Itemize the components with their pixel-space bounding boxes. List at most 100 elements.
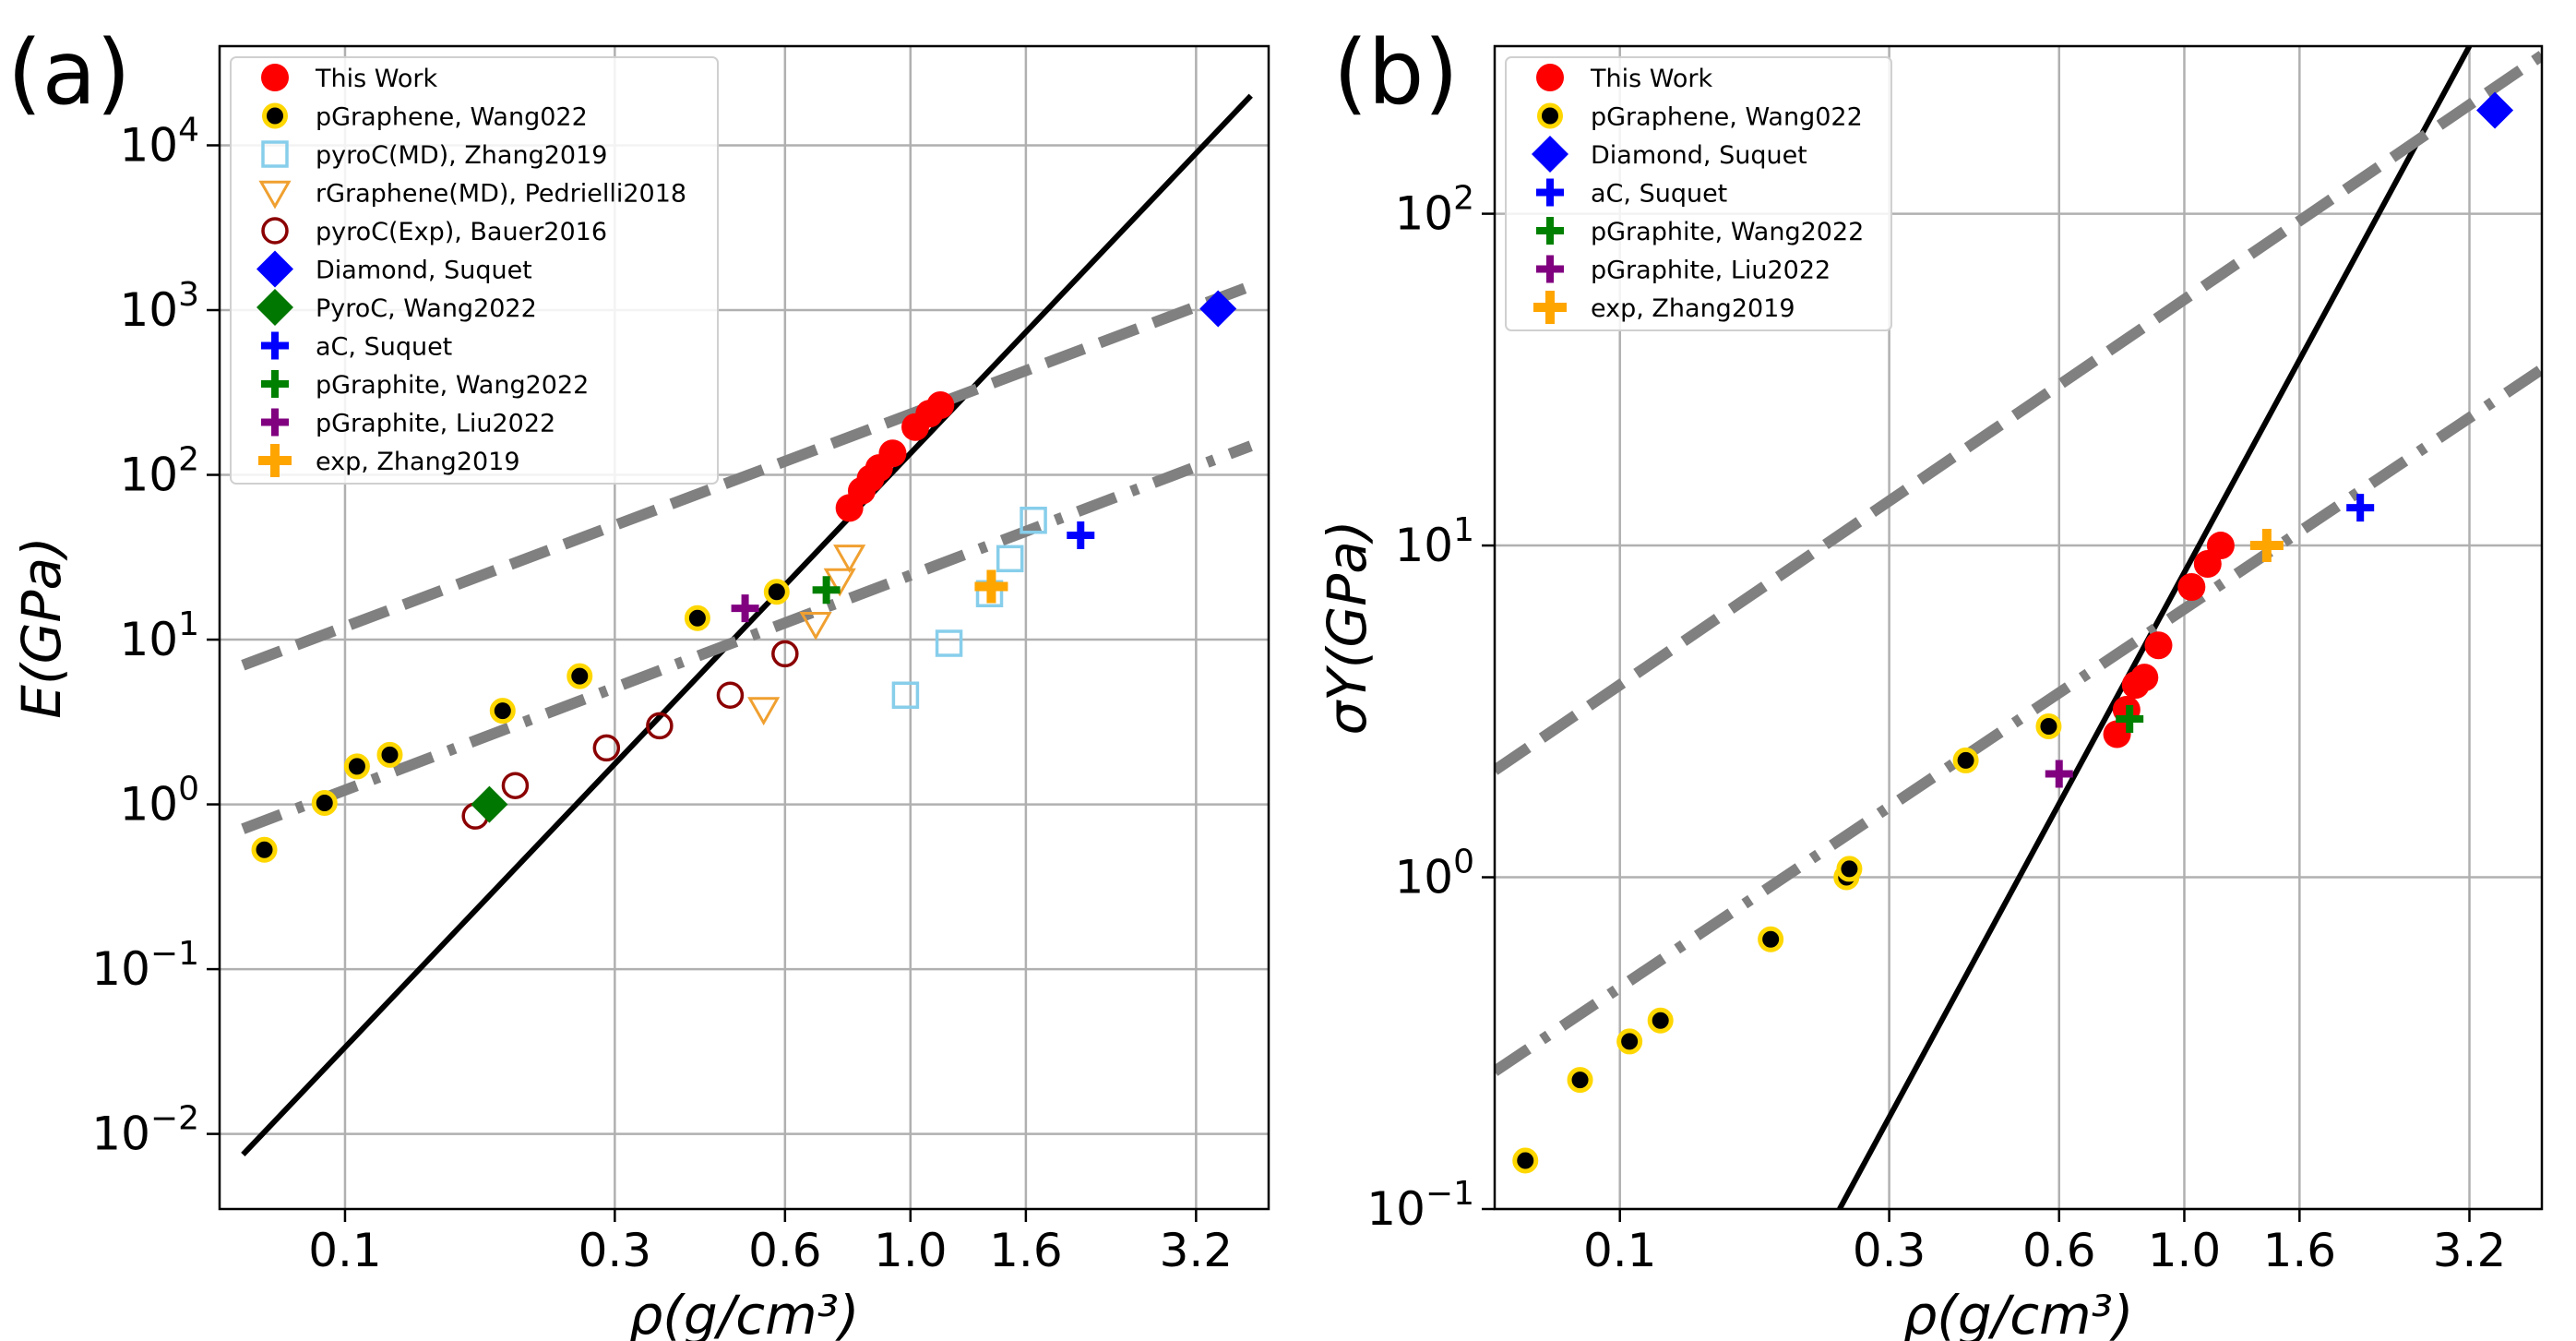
series-pyroc-wang2022 — [471, 785, 508, 823]
legend-marker — [1536, 64, 1564, 91]
data-point — [2346, 494, 2375, 522]
x-tick-label: 1.6 — [989, 1224, 1063, 1277]
x-tick-label: 0.1 — [1583, 1224, 1657, 1277]
data-point — [2116, 705, 2144, 734]
fit-lines — [1495, 46, 2542, 1209]
data-point — [1512, 1147, 1539, 1174]
legend-marker — [258, 180, 292, 210]
legend: This Work pGraphene, Wang022 pyroC(MD), Zh… — [230, 56, 719, 485]
legend-marker — [256, 289, 293, 326]
ticks: 0.1 0.3 0.6 1.0 1.6 3.210−210−110010110210310… — [91, 111, 1233, 1277]
data-point — [935, 629, 963, 657]
y-tick-base: 10 — [119, 449, 178, 502]
y-tick-base: 10 — [91, 942, 150, 996]
fit-line-dashed — [241, 281, 1253, 671]
panel-b-yield-strength-chart: 0.1 0.3 0.6 1.0 1.6 3.210−1100101102ρ(g/cm³)σ… — [1316, 21, 2544, 1341]
series-pgraphite-liu2022 — [2045, 760, 2073, 788]
y-tick-base: 10 — [1394, 187, 1453, 241]
y-tick-exponent: −1 — [1425, 1175, 1474, 1213]
series-pyroc-exp-bauer2016 — [461, 640, 799, 830]
data-point — [1567, 1067, 1593, 1094]
legend-label: pyroC(Exp), Bauer2016 — [316, 218, 607, 246]
y-tick-exponent: 0 — [178, 771, 199, 808]
series-pgraphite-liu2022 — [731, 594, 759, 623]
legend-marker — [1532, 136, 1568, 173]
fit-lines — [241, 93, 1253, 1156]
y-tick-base: 10 — [119, 778, 178, 832]
y-tick-base: 10 — [91, 1108, 150, 1161]
series-pgraphene-wang022 — [251, 579, 790, 863]
y-tick-base: 10 — [119, 613, 178, 666]
data-point — [747, 697, 781, 726]
y-tick-exponent: −2 — [150, 1100, 199, 1138]
legend-label: rGraphene(MD), Pedrielli2018 — [316, 180, 686, 209]
y-tick-base: 10 — [1394, 519, 1453, 572]
legend-label: This Work — [1590, 65, 1712, 93]
data-point — [891, 681, 920, 709]
legend-marker — [261, 217, 289, 245]
axes-frame — [218, 44, 1270, 1211]
series-pgraphite-wang2022 — [2116, 705, 2144, 734]
y-tick-label: 10−1 — [1366, 1175, 1474, 1236]
legend-label: Diamond, Suquet — [1591, 141, 1807, 170]
data-point — [343, 753, 370, 780]
data-point — [763, 579, 790, 605]
legend-marker — [1536, 217, 1564, 245]
series-ac-suquet — [1067, 521, 1095, 549]
data-point — [471, 785, 508, 823]
legend-label: exp, Zhang2019 — [1591, 294, 1795, 323]
data-point — [2035, 713, 2062, 740]
legend-label: pGraphene, Wang022 — [316, 103, 588, 132]
x-axis-label: ρ(g/cm³) — [628, 1284, 859, 1341]
data-point — [2130, 664, 2159, 692]
data-point — [926, 390, 955, 419]
y-tick-label: 101 — [1394, 511, 1474, 572]
x-tick-label: 1.0 — [2148, 1224, 2222, 1277]
panel-label: (a) — [7, 21, 131, 125]
legend-marker — [261, 408, 289, 437]
series-exp-zhang2019 — [974, 569, 1008, 604]
data-point — [2045, 760, 2073, 788]
legend-marker — [261, 64, 289, 91]
legend: This Work pGraphene, Wang022 Diamond, Suqu… — [1505, 56, 1892, 331]
data-point — [2103, 720, 2131, 748]
y-tick-label: 104 — [119, 111, 199, 172]
data-point — [878, 439, 907, 468]
series-exp-zhang2019 — [2249, 529, 2284, 563]
legend-marker — [256, 250, 293, 288]
x-tick-label: 3.2 — [2433, 1224, 2507, 1277]
series-diamond-suquet — [2476, 91, 2514, 129]
panel-label: (b) — [1333, 21, 1459, 125]
legend-label: This Work — [315, 65, 437, 93]
data-point — [1758, 926, 1784, 952]
data-point — [2206, 532, 2235, 560]
data-point — [376, 741, 403, 768]
data-point — [1616, 1028, 1643, 1055]
data-point — [646, 712, 674, 740]
y-tick-base: 10 — [119, 118, 178, 172]
y-tick-label: 103 — [119, 276, 199, 337]
data-point — [833, 545, 866, 573]
legend-label: aC, Suquet — [316, 333, 452, 362]
legend-marker — [1536, 255, 1564, 283]
data-point — [823, 568, 856, 597]
data-points — [1512, 91, 2514, 1174]
legend-marker — [261, 140, 289, 168]
data-point — [1067, 521, 1095, 549]
series-pgraphene-wang022 — [1512, 713, 2062, 1174]
data-point — [1836, 856, 1863, 882]
fit-line-dashdot — [241, 440, 1253, 834]
data-point — [1199, 290, 1237, 328]
y-tick-base: 10 — [119, 283, 178, 337]
series-diamond-suquet — [1199, 290, 1237, 328]
data-point — [812, 576, 841, 605]
data-point — [251, 836, 278, 863]
data-points — [251, 290, 1237, 863]
legend-label: aC, Suquet — [1591, 180, 1727, 209]
y-tick-exponent: 4 — [178, 111, 199, 149]
legend-label: exp, Zhang2019 — [316, 448, 520, 476]
series-ac-suquet — [2346, 494, 2375, 522]
series-pgraphite-wang2022 — [812, 576, 841, 605]
data-point — [716, 681, 745, 709]
